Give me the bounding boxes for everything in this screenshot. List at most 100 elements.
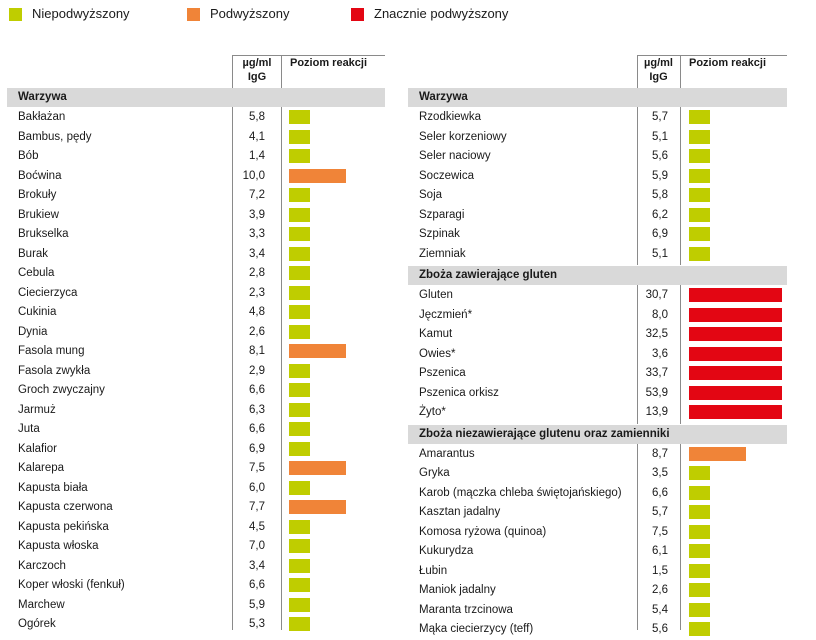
section-header: Warzywa [408,88,787,107]
reaction-level-bar-normal [689,563,710,578]
igg-value: 8,1 [249,345,265,357]
table-row: Bób 1,4 [7,147,385,167]
table-row: Kalafior 6,9 [7,440,385,460]
column-divider [232,55,233,88]
igg-value: 5,4 [652,603,668,616]
table-row: Bambus, pędy 4,1 [7,128,385,148]
igg-value: 3,5 [652,467,668,479]
column-divider [637,107,638,265]
food-name: Kapusta czerwona [18,501,113,513]
food-name: Gluten [419,289,453,301]
igg-value: 7,5 [249,462,265,474]
igg-value: 3,9 [249,208,265,221]
table-row: Kukurydza 6,1 [408,542,787,562]
table-row: Brukiew 3,9 [7,206,385,226]
food-name: Bakłażan [18,111,66,123]
table-row: Kasztan jadalny 5,7 [408,503,787,523]
reaction-level-bar-normal [689,583,710,597]
reaction-level-bar-normal [689,129,710,144]
food-name: Ogórek [18,618,56,630]
reaction-level-bar-normal [689,168,710,183]
igg-value: 3,6 [652,347,668,360]
food-name: Cukinia [18,306,57,318]
igg-value: 10,0 [242,169,265,182]
igg-value: 5,6 [652,150,668,162]
reaction-level-bar-normal [289,578,310,592]
igg-value: 6,6 [652,486,668,499]
reaction-level-bar-normal [289,285,310,300]
table-row: Jęczmień* 8,0 [408,306,787,326]
unit-header: µg/ml IgG [232,56,282,84]
column-divider [637,55,638,88]
reaction-level-bar-high [689,327,782,341]
igg-value: 5,7 [652,111,668,123]
reaction-level-bar-normal [289,402,310,417]
food-name: Maniok jadalny [419,584,496,596]
igg-value: 5,9 [249,598,265,611]
reaction-level-bar-normal [289,246,310,261]
igg-value: 3,4 [249,247,265,260]
food-name: Ciecierzyca [18,286,78,299]
food-name: Szpinak [419,228,460,240]
igg-value: 5,3 [249,618,265,630]
column-divider [680,107,681,265]
food-name: Pszenica orkisz [419,386,499,399]
column-divider [680,55,681,88]
column-divider [281,107,282,630]
food-name: Kasztan jadalny [419,506,501,518]
food-name: Brukselka [18,228,69,240]
food-name: Żyto* [419,406,446,418]
table-row: Seler korzeniowy 5,1 [408,128,787,148]
food-name: Boćwina [18,169,62,182]
igg-value: 3,4 [249,559,265,572]
igg-value: 6,3 [249,403,265,416]
igg-value: 7,0 [249,540,265,552]
table-row: Pszenica orkisz 53,9 [408,384,787,404]
table-row: Żyto* 13,9 [408,403,787,423]
table-row: Kamut 32,5 [408,325,787,345]
igg-value: 32,5 [645,328,668,340]
reaction-level-bar-normal [689,207,710,222]
igg-value: 5,9 [652,169,668,182]
table-row: Kapusta włoska 7,0 [7,537,385,557]
section-header: Zboża zawierające gluten [408,266,787,285]
table-row: Amarantus 8,7 [408,445,787,465]
reaction-level-bar-normal [289,363,310,378]
igg-value: 1,5 [652,564,668,577]
igg-value: 4,8 [249,306,265,318]
reaction-level-bar-normal [289,383,310,397]
igg-value: 4,5 [249,520,265,533]
reaction-level-bar-normal [689,485,710,500]
section-header: Zboża niezawierające glutenu oraz zamien… [408,424,787,444]
food-name: Soczewica [419,169,474,182]
food-name: Karczoch [18,559,66,572]
igg-value: 7,2 [249,189,265,201]
table-row: Fasola zwykła 2,9 [7,362,385,382]
food-name: Bób [18,150,39,162]
reaction-level-bar-normal [689,110,710,124]
igg-value: 2,6 [652,584,668,596]
food-name: Maranta trzcinowa [419,603,513,616]
food-name: Rzodkiewka [419,111,481,123]
column-divider [637,443,638,630]
igg-value: 33,7 [645,367,668,379]
food-name: Jęczmień* [419,308,473,321]
table-row: Gluten 30,7 [408,286,787,306]
reaction-level-bar-normal [289,422,310,436]
food-name: Kapusta włoska [18,540,99,552]
food-name: Fasola zwykła [18,364,91,377]
food-name: Marchew [18,598,65,611]
food-name: Karob (mączka chleba świętojańskiego) [419,486,622,499]
table-row: Dynia 2,6 [7,323,385,343]
table-row: Maniok jadalny 2,6 [408,581,787,601]
legend-label: Znacznie podwyższony [374,6,509,21]
reaction-level-bar-normal [289,227,310,241]
igg-value: 6,9 [652,228,668,240]
table-row: Karczoch 3,4 [7,557,385,577]
section-title: Zboża zawierające gluten [419,269,558,281]
legend-swatch-high [351,8,364,21]
igg-value: 5,8 [652,189,668,201]
reaction-level-bar-normal [289,480,310,495]
table-row: Brokuły 7,2 [7,186,385,206]
igg-value: 6,6 [249,579,265,591]
